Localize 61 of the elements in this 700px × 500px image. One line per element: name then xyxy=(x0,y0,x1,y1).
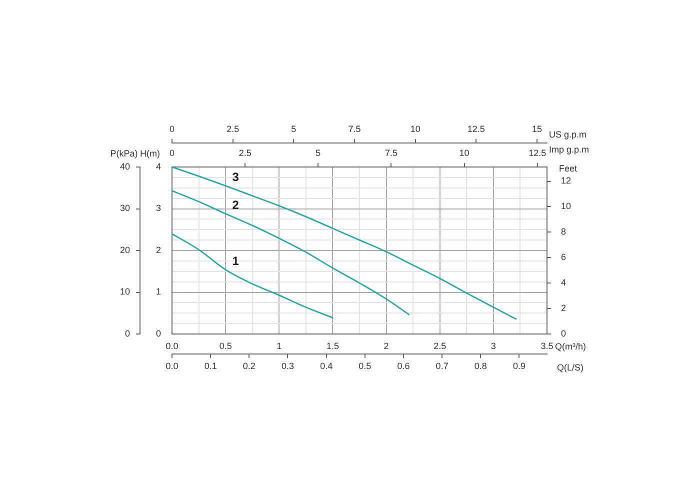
x-tick-label: 2.5 xyxy=(434,340,446,351)
x2-tick-label: 10 xyxy=(410,124,420,134)
y-tick-label: 3 xyxy=(156,203,161,214)
y2-tick-label: 30 xyxy=(120,203,130,214)
x-tick-label: 3.5 xyxy=(540,340,554,351)
x2-tick-label: 15 xyxy=(532,124,542,134)
y2-tick-label: 0 xyxy=(124,328,130,338)
series-label: 2 xyxy=(232,198,240,212)
x-tick-label: 3 xyxy=(490,340,496,351)
x2-tick-label: 5 xyxy=(291,124,296,134)
x-axis-title: Q(L/S) xyxy=(557,362,584,372)
line-series xyxy=(172,233,334,318)
y2-tick-label: 20 xyxy=(120,244,130,255)
y3-tick-label: 4 xyxy=(561,278,566,288)
y2-tick-label: 40 xyxy=(120,161,130,172)
x-tick-label: 0.5 xyxy=(358,360,372,371)
series-label: 1 xyxy=(232,254,240,268)
x-tick-label: 0.2 xyxy=(242,360,256,371)
x-tick-label: 0.8 xyxy=(474,360,487,371)
x2-tick-label: 7.5 xyxy=(384,148,398,158)
x-tick-label: 0.3 xyxy=(281,360,294,371)
x-tick-label: 0.4 xyxy=(320,360,333,371)
x-tick-label: 1.5 xyxy=(326,340,339,351)
y3-axis-title: Feet xyxy=(559,163,578,174)
x-tick-label: 0.9 xyxy=(512,360,526,371)
y-axis-title: H(m) xyxy=(140,148,160,158)
x2-tick-label: 2.5 xyxy=(238,148,252,158)
x-tick-label: 0.5 xyxy=(219,340,232,351)
x-tick-label: 1 xyxy=(276,340,282,351)
y3-tick-label: 8 xyxy=(561,226,566,237)
x2-tick-label: 10 xyxy=(459,148,470,158)
x2-tick-label: 0 xyxy=(169,148,175,158)
x2-tick-label: 2.5 xyxy=(226,124,240,134)
y3-tick-label: 0 xyxy=(561,328,566,338)
x2-tick-label: 7.5 xyxy=(348,124,361,134)
y-tick-label: 0 xyxy=(156,328,161,338)
y2-axis-title: P(kPa) xyxy=(110,148,138,158)
x2-axis-title: Imp g.p.m xyxy=(549,144,590,154)
y3-tick-label: 12 xyxy=(561,176,572,186)
y3-tick-label: 2 xyxy=(561,303,566,314)
x2-tick-label: 12.5 xyxy=(467,124,485,134)
x-tick-label: 0.7 xyxy=(436,360,448,371)
y-tick-label: 4 xyxy=(156,161,161,172)
y2-tick-label: 10 xyxy=(120,286,130,297)
x-tick-label: 0.6 xyxy=(397,360,410,371)
x2-axis-title: US g.p.m xyxy=(549,129,587,140)
x2-tick-label: 5 xyxy=(316,148,321,158)
x-tick-label: 0.0 xyxy=(166,340,178,351)
x-tick-label: 2 xyxy=(384,340,389,351)
line-series xyxy=(172,190,410,316)
y-tick-label: 2 xyxy=(156,244,161,255)
line-series xyxy=(172,167,517,320)
x-tick-label: 0.0 xyxy=(166,360,178,371)
series-label: 3 xyxy=(232,170,240,184)
x2-tick-label: 0 xyxy=(169,124,175,134)
x-tick-label: 0.1 xyxy=(204,360,217,371)
x-axis-title: Q(m³/h) xyxy=(555,341,586,352)
y-tick-label: 1 xyxy=(156,286,161,297)
y3-tick-label: 10 xyxy=(561,201,572,212)
y3-tick-label: 6 xyxy=(561,252,566,262)
x2-tick-label: 12.5 xyxy=(528,148,546,158)
